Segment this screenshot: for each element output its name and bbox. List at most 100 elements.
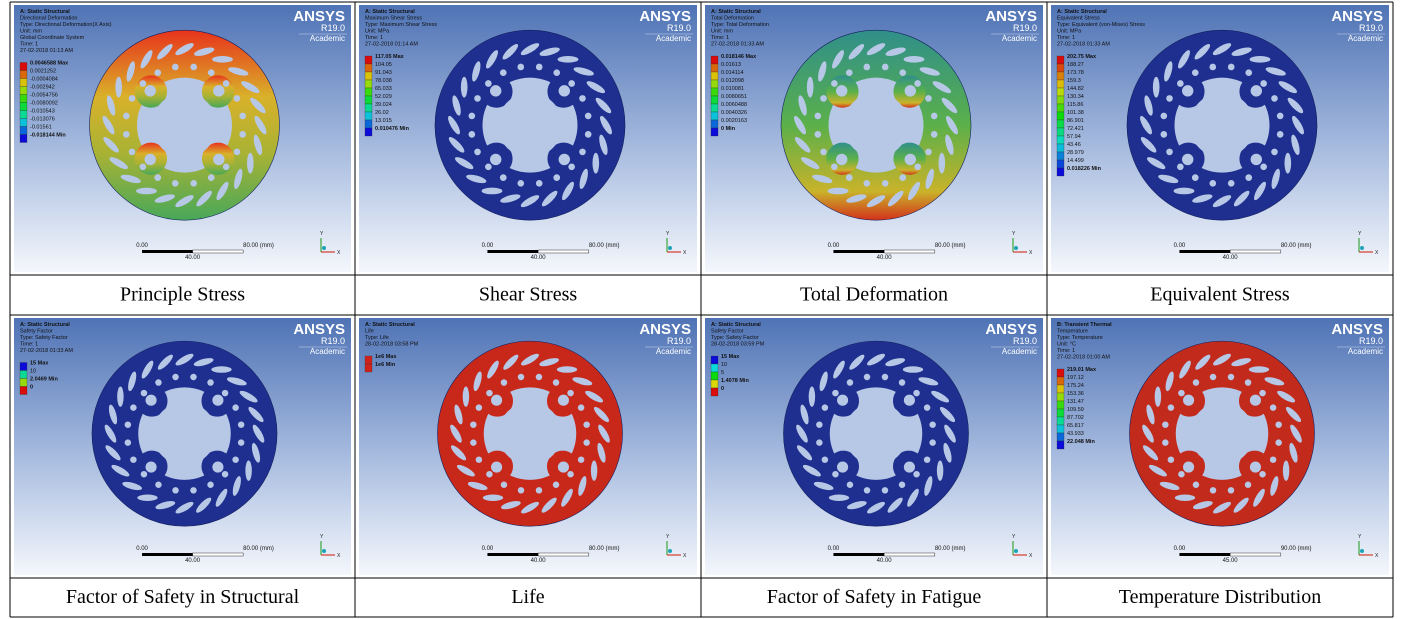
lug-hole <box>903 461 915 473</box>
cooling-slot <box>1284 152 1292 174</box>
cooling-slot <box>539 47 560 56</box>
ansys-release: R19.0 <box>1359 23 1383 33</box>
cooling-slot <box>579 168 588 190</box>
result-header-line: Type: Life <box>365 335 389 341</box>
cooling-slot <box>586 81 606 94</box>
cooling-slot <box>902 366 924 373</box>
cooling-slot <box>104 424 117 443</box>
vent-hole <box>1269 404 1277 411</box>
vent-hole <box>914 163 921 171</box>
cooling-slot <box>585 390 604 403</box>
vent-hole <box>1177 80 1184 87</box>
legend-label: 65.817 <box>1067 423 1084 429</box>
lug-hole <box>837 394 849 406</box>
result-header-line: 28-02-2018 03:59 PM <box>711 342 765 348</box>
legend-swatch <box>19 110 28 119</box>
cooling-slot <box>482 494 504 501</box>
vent-hole <box>816 439 823 446</box>
vent-hole <box>128 148 136 156</box>
legend-label: -0.002942 <box>30 85 55 91</box>
vent-hole <box>124 439 132 446</box>
legend-label: 173.78 <box>1067 70 1084 76</box>
cooling-slot <box>1277 390 1296 403</box>
result-header-line: 27-02-2018 01:33 AM <box>20 348 73 354</box>
legend-swatch <box>710 63 719 73</box>
cooling-slot <box>155 501 176 510</box>
vent-hole <box>239 131 246 138</box>
legend-label: 0.0060488 <box>721 102 747 108</box>
vent-hole <box>1227 179 1235 187</box>
scale-bar-light <box>537 552 590 557</box>
vent-hole <box>863 487 871 494</box>
legend-label: 109.59 <box>1067 407 1084 413</box>
legend-label: 78.038 <box>375 78 392 84</box>
cooling-slot <box>1142 445 1159 461</box>
vent-hole <box>568 163 575 171</box>
legend-swatch <box>364 87 373 97</box>
legend-swatch <box>710 71 719 81</box>
vent-hole <box>128 95 136 102</box>
ansys-release: R19.0 <box>1359 336 1383 346</box>
triad-z <box>1360 549 1364 553</box>
cooling-slot <box>885 358 906 367</box>
cooling-slot <box>102 115 115 135</box>
cooling-slot <box>245 460 252 481</box>
legend-label: 175.24 <box>1067 383 1084 389</box>
cooling-slot <box>254 115 267 135</box>
cooling-slot <box>500 194 521 203</box>
vent-hole <box>930 131 938 138</box>
cooling-slot <box>599 134 608 155</box>
vent-hole <box>1259 470 1266 478</box>
panel-caption: Principle Stress <box>120 284 245 306</box>
vent-hole <box>517 63 525 71</box>
lug-hole <box>213 153 225 166</box>
legend-label: 219.01 Max <box>1067 367 1097 373</box>
legend-swatch <box>710 387 719 397</box>
cooling-slot <box>918 377 939 386</box>
ansys-release: R19.0 <box>667 336 691 346</box>
cooling-slot <box>828 494 850 501</box>
cooling-slot <box>833 360 845 379</box>
scale-start: 0.00 <box>482 546 494 552</box>
cooling-slot <box>832 50 844 69</box>
vent-hole <box>1162 421 1169 428</box>
triad-x-label: X <box>1375 553 1379 559</box>
scale-start: 0.00 <box>828 546 840 552</box>
vent-hole <box>567 389 574 397</box>
vent-hole <box>500 379 508 386</box>
legend-label: 10 <box>30 369 36 375</box>
scale-mid: 40.00 <box>877 255 893 261</box>
cooling-slot <box>541 190 558 207</box>
cooling-slot <box>598 424 610 443</box>
cooling-slot <box>1248 366 1270 373</box>
legend-swatch <box>364 79 373 89</box>
vent-hole <box>1209 373 1217 381</box>
vent-hole <box>552 481 560 488</box>
legend-swatch <box>710 363 719 373</box>
cooling-slot <box>1264 377 1285 386</box>
vent-hole <box>1271 95 1278 102</box>
legend-swatch <box>364 103 373 113</box>
vent-hole <box>898 379 906 386</box>
vent-hole <box>1275 439 1282 446</box>
vent-hole <box>499 174 507 181</box>
legend-label: 22.048 Min <box>1067 439 1095 445</box>
cooling-slot <box>600 115 612 135</box>
cooling-slot <box>936 460 944 481</box>
cooling-slot <box>241 81 260 94</box>
panel-caption: Shear Stress <box>479 284 578 306</box>
legend-label: 0.0040326 <box>721 110 747 116</box>
vent-hole <box>207 69 215 76</box>
legend-label: 2.0469 Min <box>30 377 58 383</box>
cooling-slot <box>796 445 813 461</box>
cooling-slot <box>827 187 849 195</box>
scale-start: 0.00 <box>1174 546 1186 552</box>
vent-hole <box>535 373 543 381</box>
cooling-slot <box>1265 67 1286 76</box>
triad-y-label: Y <box>666 231 670 237</box>
lug-hole <box>1183 461 1195 473</box>
cooling-slot <box>572 377 593 386</box>
vent-hole <box>923 456 931 463</box>
cooling-slot <box>919 67 940 76</box>
vent-hole <box>814 112 822 120</box>
